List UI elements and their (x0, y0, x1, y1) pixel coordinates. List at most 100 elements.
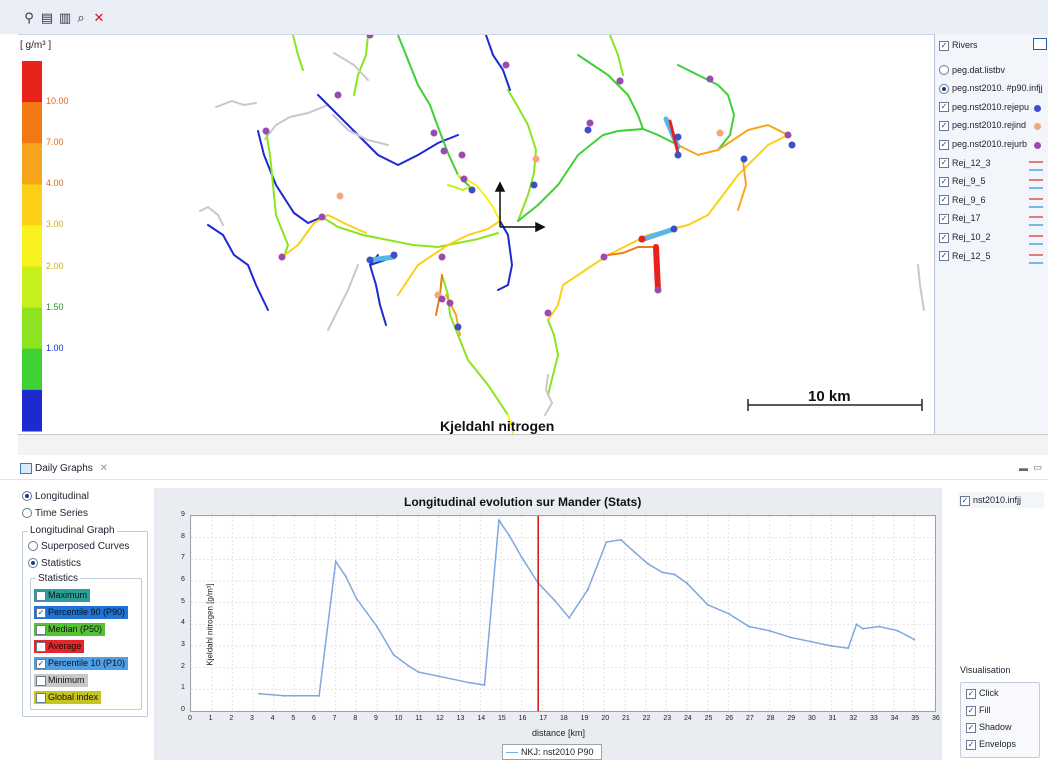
layer-checkbox[interactable]: ✓ (939, 195, 949, 206)
layer-item[interactable]: ✓ peg.nst2010.rejepu (939, 102, 1045, 116)
visualisation-option[interactable]: ✓ Envelops (966, 739, 1016, 750)
layer-item[interactable]: ✓ Rej_9_6 (939, 195, 1045, 209)
y-tick-label: 8 (181, 532, 185, 540)
layer-item[interactable]: peg.nst2010. #p90.infjj (939, 83, 1045, 97)
x-tick-label: 35 (911, 715, 920, 722)
data-point (345, 575, 347, 578)
x-tick-label: 0 (188, 715, 192, 722)
statistic-toggle[interactable]: Global index (34, 691, 102, 704)
save-icon[interactable]: ▤ (40, 11, 54, 26)
file-checkbox[interactable]: ✓ (960, 495, 970, 506)
statistic-label: Minimum (48, 675, 85, 685)
layer-item[interactable]: ✓ Rej_12_3 (939, 158, 1045, 172)
mode-option[interactable]: Time Series (22, 508, 88, 519)
layer-item[interactable]: ✓ Rej_17 (939, 213, 1045, 227)
y-axis-label: Kjeldahl nitrogen [g/m³] (205, 583, 215, 666)
visualisation-checkbox[interactable]: ✓ (966, 705, 976, 716)
layer-item[interactable]: peg.dat.listbv (939, 65, 1045, 79)
statistic-toggle[interactable]: Minimum (34, 674, 88, 687)
legend-label: 2.00 (46, 260, 64, 271)
layer-checkbox[interactable]: ✓ (939, 121, 949, 132)
statistic-toggle[interactable]: Maximum (34, 589, 91, 602)
status-bar (18, 434, 1048, 455)
visualisation-option[interactable]: ✓ Shadow (966, 722, 1012, 733)
layer-item[interactable]: ✓ Rej_12_5 (939, 251, 1045, 265)
data-point (661, 571, 664, 574)
close-tab-icon[interactable]: ✕ (99, 463, 108, 475)
layer-checkbox[interactable]: ✓ (939, 158, 949, 169)
x-tick-label: 15 (498, 715, 506, 722)
layer-menu-icon[interactable] (1033, 38, 1047, 50)
layer-item[interactable]: ✓ Rej_9_5 (939, 176, 1045, 190)
data-point (605, 541, 608, 543)
binoculars-icon[interactable]: ⚲ (24, 11, 34, 26)
radio-button[interactable] (22, 508, 32, 519)
visualisation-checkbox[interactable]: ✓ (966, 688, 976, 699)
radio-label: Superposed Curves (41, 541, 130, 552)
statistic-checkbox[interactable] (36, 693, 46, 703)
chart-plot-area[interactable] (190, 515, 936, 712)
layer-checkbox[interactable]: ✓ (939, 232, 949, 243)
close-icon[interactable]: ✕ (93, 11, 105, 26)
layer-checkbox[interactable]: ✓ (939, 214, 949, 225)
map-view[interactable] (18, 34, 934, 435)
data-point (896, 629, 899, 632)
layer-radio[interactable] (939, 83, 949, 94)
tab-label-text: Daily Graphs (35, 463, 93, 475)
layer-checkbox[interactable]: ✓ (939, 251, 949, 262)
river-network-map[interactable] (18, 35, 934, 435)
statistic-checkbox[interactable] (36, 676, 46, 686)
mode-option[interactable]: Longitudinal (22, 491, 89, 502)
graph-option[interactable]: Statistics (28, 558, 81, 569)
visualisation-label: Shadow (979, 722, 1012, 732)
export-icon[interactable]: ▥ (58, 11, 72, 26)
x-tick-label: 2 (229, 715, 234, 722)
map-title: Kjeldahl nitrogen (440, 418, 555, 434)
statistic-toggle[interactable]: Average (34, 640, 85, 653)
statistic-toggle[interactable]: Median (P50) (34, 623, 106, 636)
layer-checkbox[interactable]: ✓ (939, 176, 949, 187)
layer-item[interactable]: ✓ peg.nst2010.rejurb (939, 139, 1045, 153)
layer-label: Rej_9_5 (952, 176, 986, 187)
visualisation-option[interactable]: ✓ Click (966, 688, 999, 699)
file-item[interactable]: ✓ nst2010.infjj (958, 492, 1044, 508)
layer-item[interactable]: ✓ Rivers (939, 40, 1045, 54)
statistic-checkbox[interactable]: ✓ (36, 659, 46, 669)
statistic-label: Maximum (48, 590, 88, 600)
x-tick-label: 10 (394, 715, 403, 722)
layer-checkbox[interactable]: ✓ (939, 40, 949, 51)
data-point (878, 625, 881, 628)
statistic-label: Median (P50) (48, 624, 103, 634)
radio-button[interactable] (22, 491, 32, 502)
y-tick-label: 3 (181, 641, 185, 648)
data-point (706, 603, 709, 606)
radio-button[interactable] (28, 558, 38, 569)
statistic-checkbox[interactable] (36, 642, 46, 652)
statistic-checkbox[interactable] (36, 625, 46, 635)
layer-checkbox[interactable]: ✓ (939, 139, 949, 150)
zoom-icon[interactable]: ⌕ (77, 11, 85, 26)
statistic-toggle[interactable]: ✓ Percentile 10 (P10) (34, 657, 129, 670)
data-point (568, 616, 571, 619)
x-tick-label: 6 (312, 715, 316, 722)
legend-swatch (22, 307, 42, 350)
visualisation-checkbox[interactable]: ✓ (966, 722, 976, 733)
chart-title: Longitudinal evolution sur Mander (Stats… (404, 495, 642, 509)
series-line[interactable] (259, 518, 915, 697)
radio-button[interactable] (28, 541, 38, 552)
layer-radio[interactable] (939, 65, 949, 76)
x-tick-label: 16 (518, 715, 527, 722)
statistic-checkbox[interactable]: ✓ (36, 608, 46, 618)
layer-panel: ✓ Rivers peg.dat.listbv peg.nst2010. #p90.i… (934, 34, 1048, 434)
layer-item[interactable]: ✓ Rej_10_2 (939, 232, 1045, 246)
maximize-icon[interactable]: ▭ (1033, 462, 1042, 472)
layer-item[interactable]: ✓ peg.nst2010.rejind (939, 120, 1045, 134)
visualisation-option[interactable]: ✓ Fill (966, 705, 991, 716)
statistic-checkbox[interactable] (36, 591, 46, 601)
layer-checkbox[interactable]: ✓ (939, 102, 949, 113)
graph-option[interactable]: Superposed Curves (28, 541, 129, 552)
statistic-toggle[interactable]: ✓ Percentile 90 (P90) (34, 606, 129, 619)
visualisation-checkbox[interactable]: ✓ (966, 739, 976, 750)
minimize-icon[interactable]: ▬ (1019, 463, 1028, 473)
tab-daily-graphs[interactable]: Daily Graphs ✕ (20, 463, 108, 474)
